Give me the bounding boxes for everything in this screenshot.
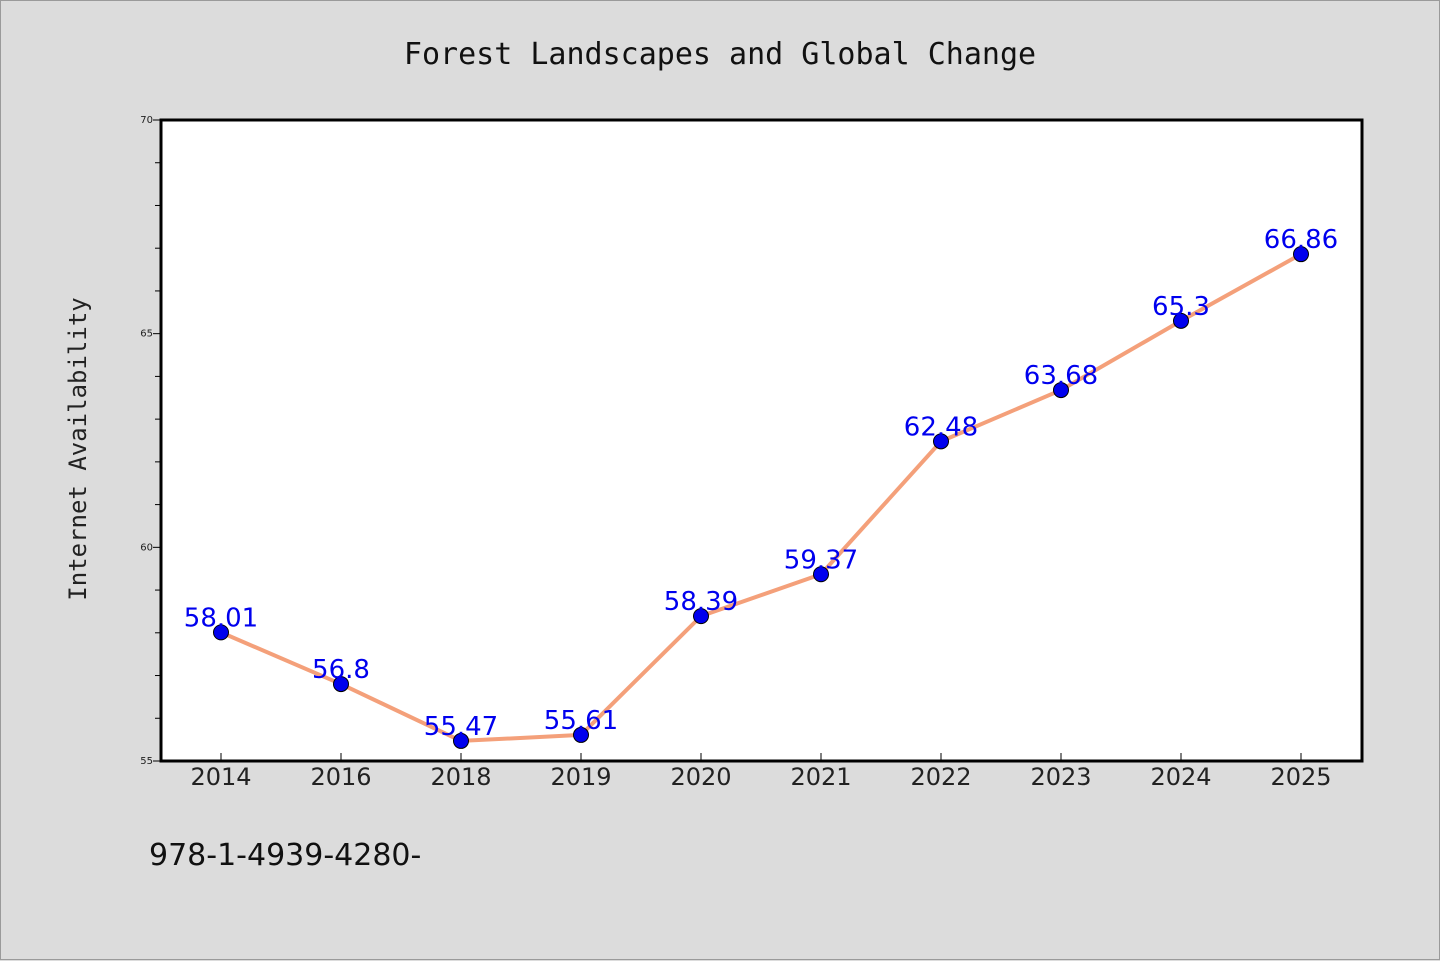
y-axis: 55 60 65 70: [140, 115, 161, 767]
data-labels-group: 58.01 56.8 55.47 55.61 58.39 59.37 62.48 63.68 6…: [184, 225, 1338, 742]
x-axis: 2014 2016 2018 2019 2020 2021 2022 2023 2024 2025: [190, 753, 1332, 791]
plot-frame: [159, 118, 1364, 763]
x-tick-label: 2023: [1030, 763, 1091, 791]
x-tick-label: 2018: [430, 763, 491, 791]
x-tick-label: 2016: [310, 763, 371, 791]
data-point-marker: [1293, 246, 1309, 263]
data-point-marker: [1053, 382, 1069, 399]
data-point-label: 55.47: [424, 712, 498, 742]
chart-title: Forest Landscapes and Global Change: [404, 37, 1036, 72]
data-point-marker: [573, 726, 589, 743]
x-tick-label: 2021: [790, 763, 851, 791]
data-point-label: 66.86: [1264, 225, 1338, 255]
x-tick-label: 2014: [190, 763, 251, 791]
data-point-marker: [453, 732, 469, 749]
data-point-label: 55.61: [544, 706, 618, 736]
y-tick-label: 65: [140, 329, 153, 340]
plot-area: [161, 120, 1362, 761]
footer-code: 978-1-4939-4280-: [149, 838, 421, 873]
series-line: [220, 252, 1302, 743]
series-group: [213, 246, 1309, 749]
data-point-label: 58.01: [184, 603, 258, 633]
y-tick-label: 55: [140, 756, 153, 767]
data-point-marker: [213, 624, 229, 641]
data-point-label: 63.68: [1024, 361, 1098, 391]
data-point-marker: [813, 566, 829, 583]
data-point-label: 65.3: [1152, 292, 1210, 322]
y-axis-label: Internet Availability: [64, 297, 92, 600]
x-tick-label: 2019: [550, 763, 611, 791]
data-point-label: 62.48: [904, 412, 978, 442]
data-point-label: 58.39: [664, 587, 738, 617]
data-point-label: 56.8: [312, 655, 370, 685]
y-tick-label: 70: [140, 115, 153, 126]
data-point-label: 59.37: [784, 545, 858, 575]
data-point-marker: [693, 608, 709, 625]
data-point-marker: [933, 433, 949, 450]
x-tick-label: 2024: [1150, 763, 1211, 791]
data-point-marker: [333, 676, 349, 693]
y-tick-label: 60: [140, 542, 153, 553]
x-tick-label: 2025: [1270, 763, 1331, 791]
x-tick-label: 2022: [910, 763, 971, 791]
data-point-marker: [1173, 312, 1189, 329]
x-tick-label: 2020: [670, 763, 731, 791]
